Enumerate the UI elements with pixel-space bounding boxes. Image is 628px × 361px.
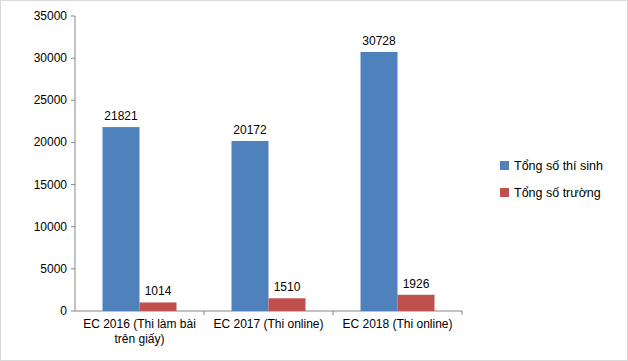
y-tick [71, 16, 75, 17]
data-label: 20172 [233, 123, 267, 137]
y-tick-label: 25000 [34, 93, 68, 107]
bar [398, 295, 435, 311]
x-tick-label: EC 2018 (Thi online) [342, 317, 452, 331]
y-tick-label: 20000 [34, 135, 68, 149]
y-tick [71, 142, 75, 143]
x-tick-label: EC 2017 (Thi online) [213, 317, 323, 331]
data-label: 21821 [104, 109, 138, 123]
legend-label: Tổng số thí sinh [514, 159, 603, 173]
bar [232, 141, 269, 311]
data-label: 1014 [145, 284, 172, 298]
chart-frame [1, 1, 628, 361]
y-tick [71, 58, 75, 59]
data-label: 1926 [403, 277, 430, 291]
y-tick [71, 311, 75, 312]
y-tick-label: 10000 [34, 220, 68, 234]
y-tick-label: 30000 [34, 51, 68, 65]
bar [269, 298, 306, 311]
x-tick [462, 311, 463, 315]
data-label: 30728 [362, 34, 396, 48]
x-tick [204, 311, 205, 315]
bar [361, 52, 398, 311]
y-tick-label: 35000 [34, 9, 68, 23]
y-tick-label: 15000 [34, 178, 68, 192]
data-label: 1510 [274, 280, 301, 294]
bar [103, 127, 140, 311]
bar [140, 302, 177, 311]
y-tick [71, 100, 75, 101]
x-tick-label: EC 2016 (Thi làm bàitrên giấy) [83, 317, 196, 346]
y-tick [71, 226, 75, 227]
legend-swatch [500, 161, 509, 170]
bars [103, 52, 435, 311]
legend-swatch [500, 188, 509, 197]
y-tick-label: 5000 [40, 262, 67, 276]
y-tick-label: 0 [60, 304, 67, 318]
x-tick [333, 311, 334, 315]
legend-label: Tổng số trường [514, 186, 601, 200]
y-axis [75, 16, 76, 311]
x-tick-label-line: EC 2017 (Thi online) [213, 317, 323, 331]
y-tick [71, 268, 75, 269]
x-tick-label-line: EC 2016 (Thi làm bài [83, 317, 196, 331]
y-tick [71, 184, 75, 185]
x-tick-label-line: EC 2018 (Thi online) [342, 317, 452, 331]
x-tick-label-line: trên giấy) [114, 332, 164, 346]
